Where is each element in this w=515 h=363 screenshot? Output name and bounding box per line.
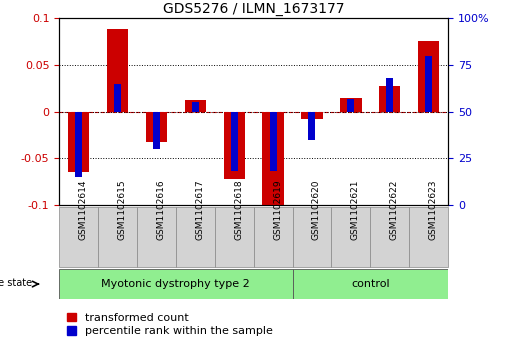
Text: GSM1102621: GSM1102621 — [351, 180, 360, 240]
Title: GDS5276 / ILMN_1673177: GDS5276 / ILMN_1673177 — [163, 2, 345, 16]
Bar — [293, 207, 332, 267]
Text: GSM1102620: GSM1102620 — [312, 180, 321, 240]
Text: GSM1102617: GSM1102617 — [195, 180, 204, 240]
Bar — [192, 102, 199, 112]
Bar — [301, 112, 323, 119]
Bar — [370, 207, 409, 267]
Bar — [379, 86, 401, 112]
Bar — [68, 112, 90, 172]
Text: disease state: disease state — [0, 277, 32, 287]
Bar — [409, 207, 448, 267]
Legend: transformed count, percentile rank within the sample: transformed count, percentile rank withi… — [65, 310, 275, 338]
Bar — [215, 207, 253, 267]
Text: GSM1102615: GSM1102615 — [117, 180, 127, 240]
Bar — [269, 112, 277, 171]
Bar — [146, 112, 167, 142]
Bar — [98, 207, 137, 267]
Text: GSM1102616: GSM1102616 — [157, 180, 165, 240]
Bar — [262, 112, 284, 205]
Bar — [347, 98, 354, 112]
Bar — [293, 269, 448, 299]
Bar — [153, 112, 160, 149]
Text: GSM1102614: GSM1102614 — [79, 180, 88, 240]
Bar — [386, 78, 393, 112]
Text: GSM1102618: GSM1102618 — [234, 180, 243, 240]
Text: control: control — [351, 279, 389, 289]
Text: GSM1102619: GSM1102619 — [273, 180, 282, 240]
Bar — [231, 112, 238, 171]
Bar — [176, 207, 215, 267]
Text: GSM1102623: GSM1102623 — [428, 180, 438, 240]
Bar — [59, 207, 98, 267]
Bar — [107, 29, 128, 112]
Text: GSM1102622: GSM1102622 — [390, 180, 399, 240]
Bar — [114, 83, 121, 112]
Bar — [425, 56, 432, 112]
Bar — [418, 41, 439, 112]
Bar — [308, 112, 316, 140]
Bar — [253, 207, 293, 267]
Bar — [75, 112, 82, 177]
Bar — [184, 101, 206, 112]
Bar — [340, 98, 362, 112]
Bar — [137, 207, 176, 267]
Bar — [224, 112, 245, 179]
Bar — [59, 269, 293, 299]
Text: Myotonic dystrophy type 2: Myotonic dystrophy type 2 — [101, 279, 250, 289]
Bar — [332, 207, 370, 267]
